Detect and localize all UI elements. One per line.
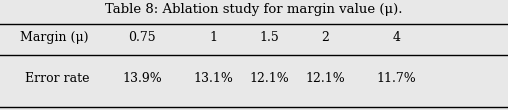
Text: 1: 1: [209, 31, 217, 44]
Text: 13.9%: 13.9%: [122, 72, 162, 85]
Text: 12.1%: 12.1%: [249, 72, 289, 85]
Text: Table 8: Ablation study for margin value (μ).: Table 8: Ablation study for margin value…: [105, 3, 403, 16]
Text: 0.75: 0.75: [129, 31, 156, 44]
Text: 13.1%: 13.1%: [194, 72, 233, 85]
Text: 12.1%: 12.1%: [305, 72, 345, 85]
Text: Margin (μ): Margin (μ): [20, 31, 89, 44]
Text: 4: 4: [392, 31, 400, 44]
Text: 2: 2: [321, 31, 329, 44]
Text: Error rate: Error rate: [25, 72, 90, 85]
Text: 1.5: 1.5: [260, 31, 279, 44]
Text: 11.7%: 11.7%: [376, 72, 416, 85]
